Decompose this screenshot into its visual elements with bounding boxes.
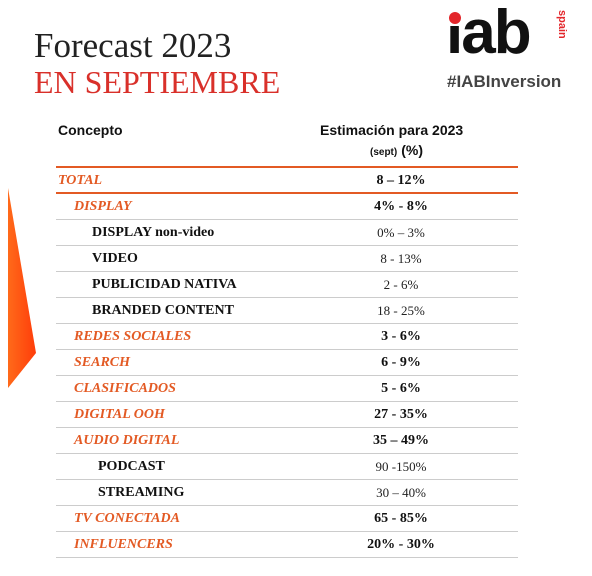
- table-row: DIGITAL OOH 27 - 35%: [56, 402, 518, 428]
- row-concept: TOTAL: [58, 173, 103, 188]
- row-concept: CLASIFICADOS: [74, 381, 176, 396]
- row-estimate: 18 - 25%: [377, 303, 425, 318]
- row-concept: PUBLICIDAD NATIVA: [92, 277, 237, 292]
- table-row: BRANDED CONTENT 18 - 25%: [56, 298, 518, 324]
- column-header-estimate: Estimación para 2023: [320, 122, 464, 138]
- table-row: TOTAL 8 – 12%: [56, 168, 518, 194]
- table-row: DISPLAY 4% - 8%: [56, 194, 518, 220]
- row-estimate: 27 - 35%: [374, 407, 428, 422]
- unit-percent: (%): [401, 142, 424, 158]
- table-row: STREAMING 30 – 40%: [56, 480, 518, 506]
- row-estimate: 3 - 6%: [381, 329, 421, 344]
- row-concept: INFLUENCERS: [74, 537, 173, 552]
- row-concept: TV CONECTADA: [74, 511, 180, 526]
- page-title: Forecast 2023: [34, 26, 232, 65]
- table-row: AUDIO DIGITAL 35 – 49%: [56, 428, 518, 454]
- row-concept: REDES SOCIALES: [74, 329, 192, 344]
- table-row: VIDEO 8 - 13%: [56, 246, 518, 272]
- page-subtitle: EN SEPTIEMBRE: [34, 64, 281, 100]
- row-estimate: 2 - 6%: [383, 277, 419, 292]
- row-concept: AUDIO DIGITAL: [74, 433, 180, 448]
- row-concept: STREAMING: [98, 485, 185, 500]
- row-concept: DISPLAY non-video: [92, 225, 215, 240]
- row-concept: PODCAST: [98, 459, 165, 474]
- table-row: TV CONECTADA 65 - 85%: [56, 506, 518, 532]
- table-row: SEARCH 6 - 9%: [56, 350, 518, 376]
- side-arrow-icon: [8, 188, 36, 388]
- row-estimate: 5 - 6%: [381, 381, 421, 396]
- table-row: DISPLAY non-video 0% – 3%: [56, 220, 518, 246]
- row-estimate: 35 – 49%: [373, 433, 429, 448]
- column-header-concept: Concepto: [58, 122, 123, 138]
- row-estimate: 6 - 9%: [381, 355, 421, 370]
- table-row: INFLUENCERS 20% - 30%: [56, 532, 518, 558]
- table-row: PUBLICIDAD NATIVA 2 - 6%: [56, 272, 518, 298]
- row-concept: SEARCH: [74, 355, 131, 370]
- row-estimate: 4% - 8%: [374, 199, 428, 214]
- row-estimate: 65 - 85%: [374, 511, 428, 526]
- row-estimate: 90 -150%: [375, 459, 427, 474]
- row-concept: DIGITAL OOH: [74, 407, 165, 422]
- logo-hashtag: #IABInversion: [447, 72, 562, 91]
- unit-period: (sept): [370, 147, 398, 158]
- row-estimate: 0% – 3%: [377, 225, 425, 240]
- row-estimate: 30 – 40%: [376, 485, 426, 500]
- column-header-unit: (sept) (%): [370, 142, 423, 160]
- table-row: REDES SOCIALES 3 - 6%: [56, 324, 518, 350]
- logo-country: spain: [556, 10, 568, 39]
- table-row: PODCAST 90 -150%: [56, 454, 518, 480]
- row-concept: BRANDED CONTENT: [92, 303, 234, 318]
- row-concept: DISPLAY: [74, 199, 132, 214]
- row-estimate: 20% - 30%: [367, 537, 435, 552]
- row-estimate: 8 - 13%: [380, 251, 422, 266]
- logo-dot-icon: [449, 12, 461, 24]
- forecast-table: TOTAL 8 – 12% DISPLAY 4% - 8% DISPLAY non-vi…: [56, 166, 518, 558]
- row-estimate: 8 – 12%: [376, 173, 426, 188]
- row-concept: VIDEO: [92, 251, 138, 266]
- iab-logo: iab spain #IABInversion: [446, 2, 576, 94]
- table-row: CLASIFICADOS 5 - 6%: [56, 376, 518, 402]
